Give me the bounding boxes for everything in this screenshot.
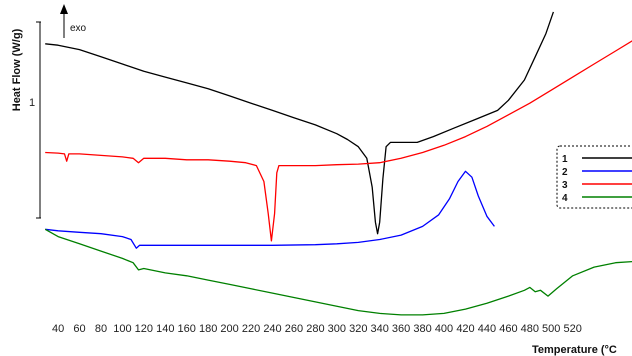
series-line-1	[45, 11, 555, 235]
x-tick-label: 480	[521, 323, 539, 335]
x-tick-label: 400	[435, 323, 453, 335]
x-tick-label: 240	[263, 323, 281, 335]
x-tick-label: 260	[285, 323, 303, 335]
x-tick-label: 120	[135, 323, 153, 335]
x-tick-label: 340	[371, 323, 389, 335]
x-tick-label: 80	[95, 323, 107, 335]
y-axis-title: Heat Flow (W/g)	[11, 28, 23, 111]
x-tick-label: 60	[73, 323, 85, 335]
x-tick-label: 380	[413, 323, 431, 335]
exo-label: exo	[70, 23, 87, 34]
exo-arrow-head	[60, 4, 68, 14]
x-axis-title: Temperature (°C	[532, 344, 617, 356]
series-line-3	[45, 40, 632, 242]
x-tick-label: 200	[220, 323, 238, 335]
legend-box	[556, 145, 632, 209]
legend-label-4: 4	[562, 193, 568, 204]
series-layer	[44, 11, 632, 316]
x-tick-label: 40	[52, 323, 64, 335]
x-tick-label: 180	[199, 323, 217, 335]
x-tick-label: 140	[156, 323, 174, 335]
x-tick-label: 160	[178, 323, 196, 335]
x-tick-label: 520	[564, 323, 582, 335]
x-tick-label: 100	[113, 323, 131, 335]
series-line-4	[44, 228, 632, 316]
x-tick-label: 220	[242, 323, 260, 335]
x-tick-label: 320	[349, 323, 367, 335]
x-tick-label: 500	[542, 323, 560, 335]
x-tick-label: 300	[328, 323, 346, 335]
series-line-2	[45, 170, 495, 249]
x-tick-label: 440	[478, 323, 496, 335]
x-tick-label: 420	[456, 323, 474, 335]
x-tick-label: 360	[392, 323, 410, 335]
x-tick-labels: 40 60 80 100 120 140 160 180 200 220 240 260 280 300 3…	[52, 323, 582, 335]
y-scale-label: 1	[29, 97, 35, 109]
x-tick-label: 280	[306, 323, 324, 335]
legend-label-3: 3	[562, 180, 568, 191]
legend-label-2: 2	[562, 167, 568, 178]
legend-items: 1 2 3 4	[562, 154, 632, 204]
x-tick-label: 460	[499, 323, 517, 335]
legend-label-1: 1	[562, 154, 568, 165]
legend: 1 2 3 4	[556, 145, 632, 209]
